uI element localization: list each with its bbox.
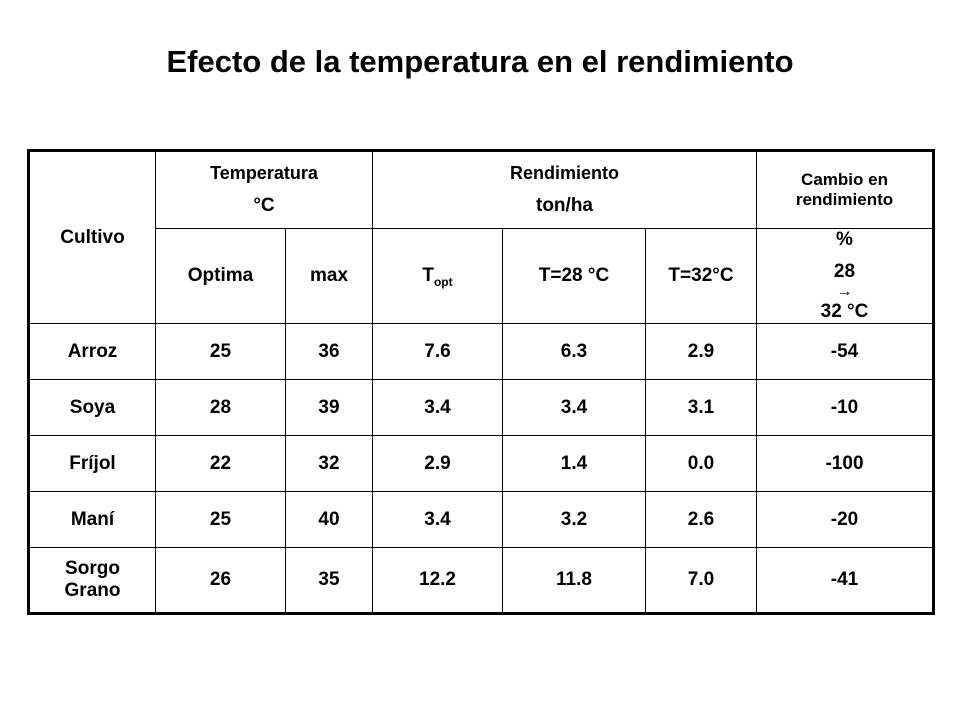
cell-cultivo: Fríjol — [28, 434, 156, 492]
cell-cambio: -54 — [756, 322, 934, 380]
cell-t28: 11.8 — [502, 546, 646, 614]
header-percent-to: 32 °C — [820, 301, 869, 323]
cell-t-opt: 3.4 — [372, 378, 503, 436]
header-temperatura: Temperatura °C — [155, 150, 373, 229]
cell-optima: 26 — [155, 546, 286, 614]
cell-optima: 22 — [155, 434, 286, 492]
cell-max: 40 — [285, 490, 373, 548]
cell-cultivo-line2: Grano — [64, 579, 121, 601]
header-row-2: Optima max Topt T=28 °C T=32°C % 28 → 32 °… — [29, 228, 934, 324]
cell-max: 39 — [285, 378, 373, 436]
header-optima: Optima — [155, 228, 286, 324]
table-row: Sorgo Grano 26 35 12.2 11.8 7.0 -41 — [28, 546, 934, 614]
header-t-opt-main: T — [422, 265, 434, 287]
cell-cultivo: Arroz — [28, 322, 156, 380]
header-t32: T=32°C — [645, 228, 757, 324]
cell-optima: 25 — [155, 322, 286, 380]
cell-t28: 6.3 — [502, 322, 646, 380]
cell-t-opt: 7.6 — [372, 322, 503, 380]
header-percent-change: % 28 → 32 °C — [756, 228, 934, 324]
header-percent-from: 28 — [833, 260, 856, 282]
cell-max: 36 — [285, 322, 373, 380]
cell-t32: 7.0 — [645, 546, 757, 614]
table-row: Soya 28 39 3.4 3.4 3.1 -10 — [28, 378, 934, 436]
header-temperatura-label: Temperatura — [210, 162, 318, 183]
cell-cambio: -20 — [756, 490, 934, 548]
cell-max: 35 — [285, 546, 373, 614]
cell-cambio: -100 — [756, 434, 934, 492]
header-cambio: Cambio en rendimiento — [756, 150, 934, 229]
cell-cultivo: Soya — [28, 378, 156, 436]
cell-t28: 3.2 — [502, 490, 646, 548]
header-t28: T=28 °C — [502, 228, 646, 324]
cell-cultivo: Maní — [28, 490, 156, 548]
header-rendimiento-label: Rendimiento — [509, 162, 619, 183]
cell-t28: 1.4 — [502, 434, 646, 492]
table-row: Maní 25 40 3.4 3.2 2.6 -20 — [28, 490, 934, 548]
cell-t-opt: 2.9 — [372, 434, 503, 492]
arrow-right-icon: → — [836, 282, 853, 300]
header-max: max — [285, 228, 373, 324]
header-temperatura-unit: °C — [253, 195, 275, 217]
cell-cultivo: Sorgo Grano — [28, 546, 156, 614]
cell-cultivo-line1: Sorgo — [65, 558, 120, 580]
cell-t-opt: 12.2 — [372, 546, 503, 614]
cell-optima: 28 — [155, 378, 286, 436]
cell-t32: 0.0 — [645, 434, 757, 492]
header-t-opt: Topt — [372, 228, 503, 324]
header-t-opt-sub: opt — [433, 275, 453, 290]
header-cultivo: Cultivo — [28, 150, 156, 324]
cell-cambio: -41 — [756, 546, 934, 614]
header-rendimiento: Rendimiento ton/ha — [372, 150, 757, 229]
yield-table: Cultivo Temperatura °C Rendimiento ton/h… — [27, 149, 935, 615]
cell-t32: 3.1 — [645, 378, 757, 436]
header-rendimiento-unit: ton/ha — [536, 195, 593, 217]
cell-optima: 25 — [155, 490, 286, 548]
cell-cambio: -10 — [756, 378, 934, 436]
header-percent-sign: % — [836, 229, 853, 250]
page-title: Efecto de la temperatura en el rendimien… — [166, 44, 794, 79]
cell-t32: 2.9 — [645, 322, 757, 380]
table-row: Arroz 25 36 7.6 6.3 2.9 -54 — [28, 322, 934, 380]
cell-t-opt: 3.4 — [372, 490, 503, 548]
table-row: Fríjol 22 32 2.9 1.4 0.0 -100 — [28, 434, 934, 492]
cell-max: 32 — [285, 434, 373, 492]
cell-t32: 2.6 — [645, 490, 757, 548]
header-row-1: Cultivo Temperatura °C Rendimiento ton/h… — [28, 150, 934, 324]
header-percent-range: 28 → 32 °C — [757, 261, 932, 323]
cell-t28: 3.4 — [502, 378, 646, 436]
